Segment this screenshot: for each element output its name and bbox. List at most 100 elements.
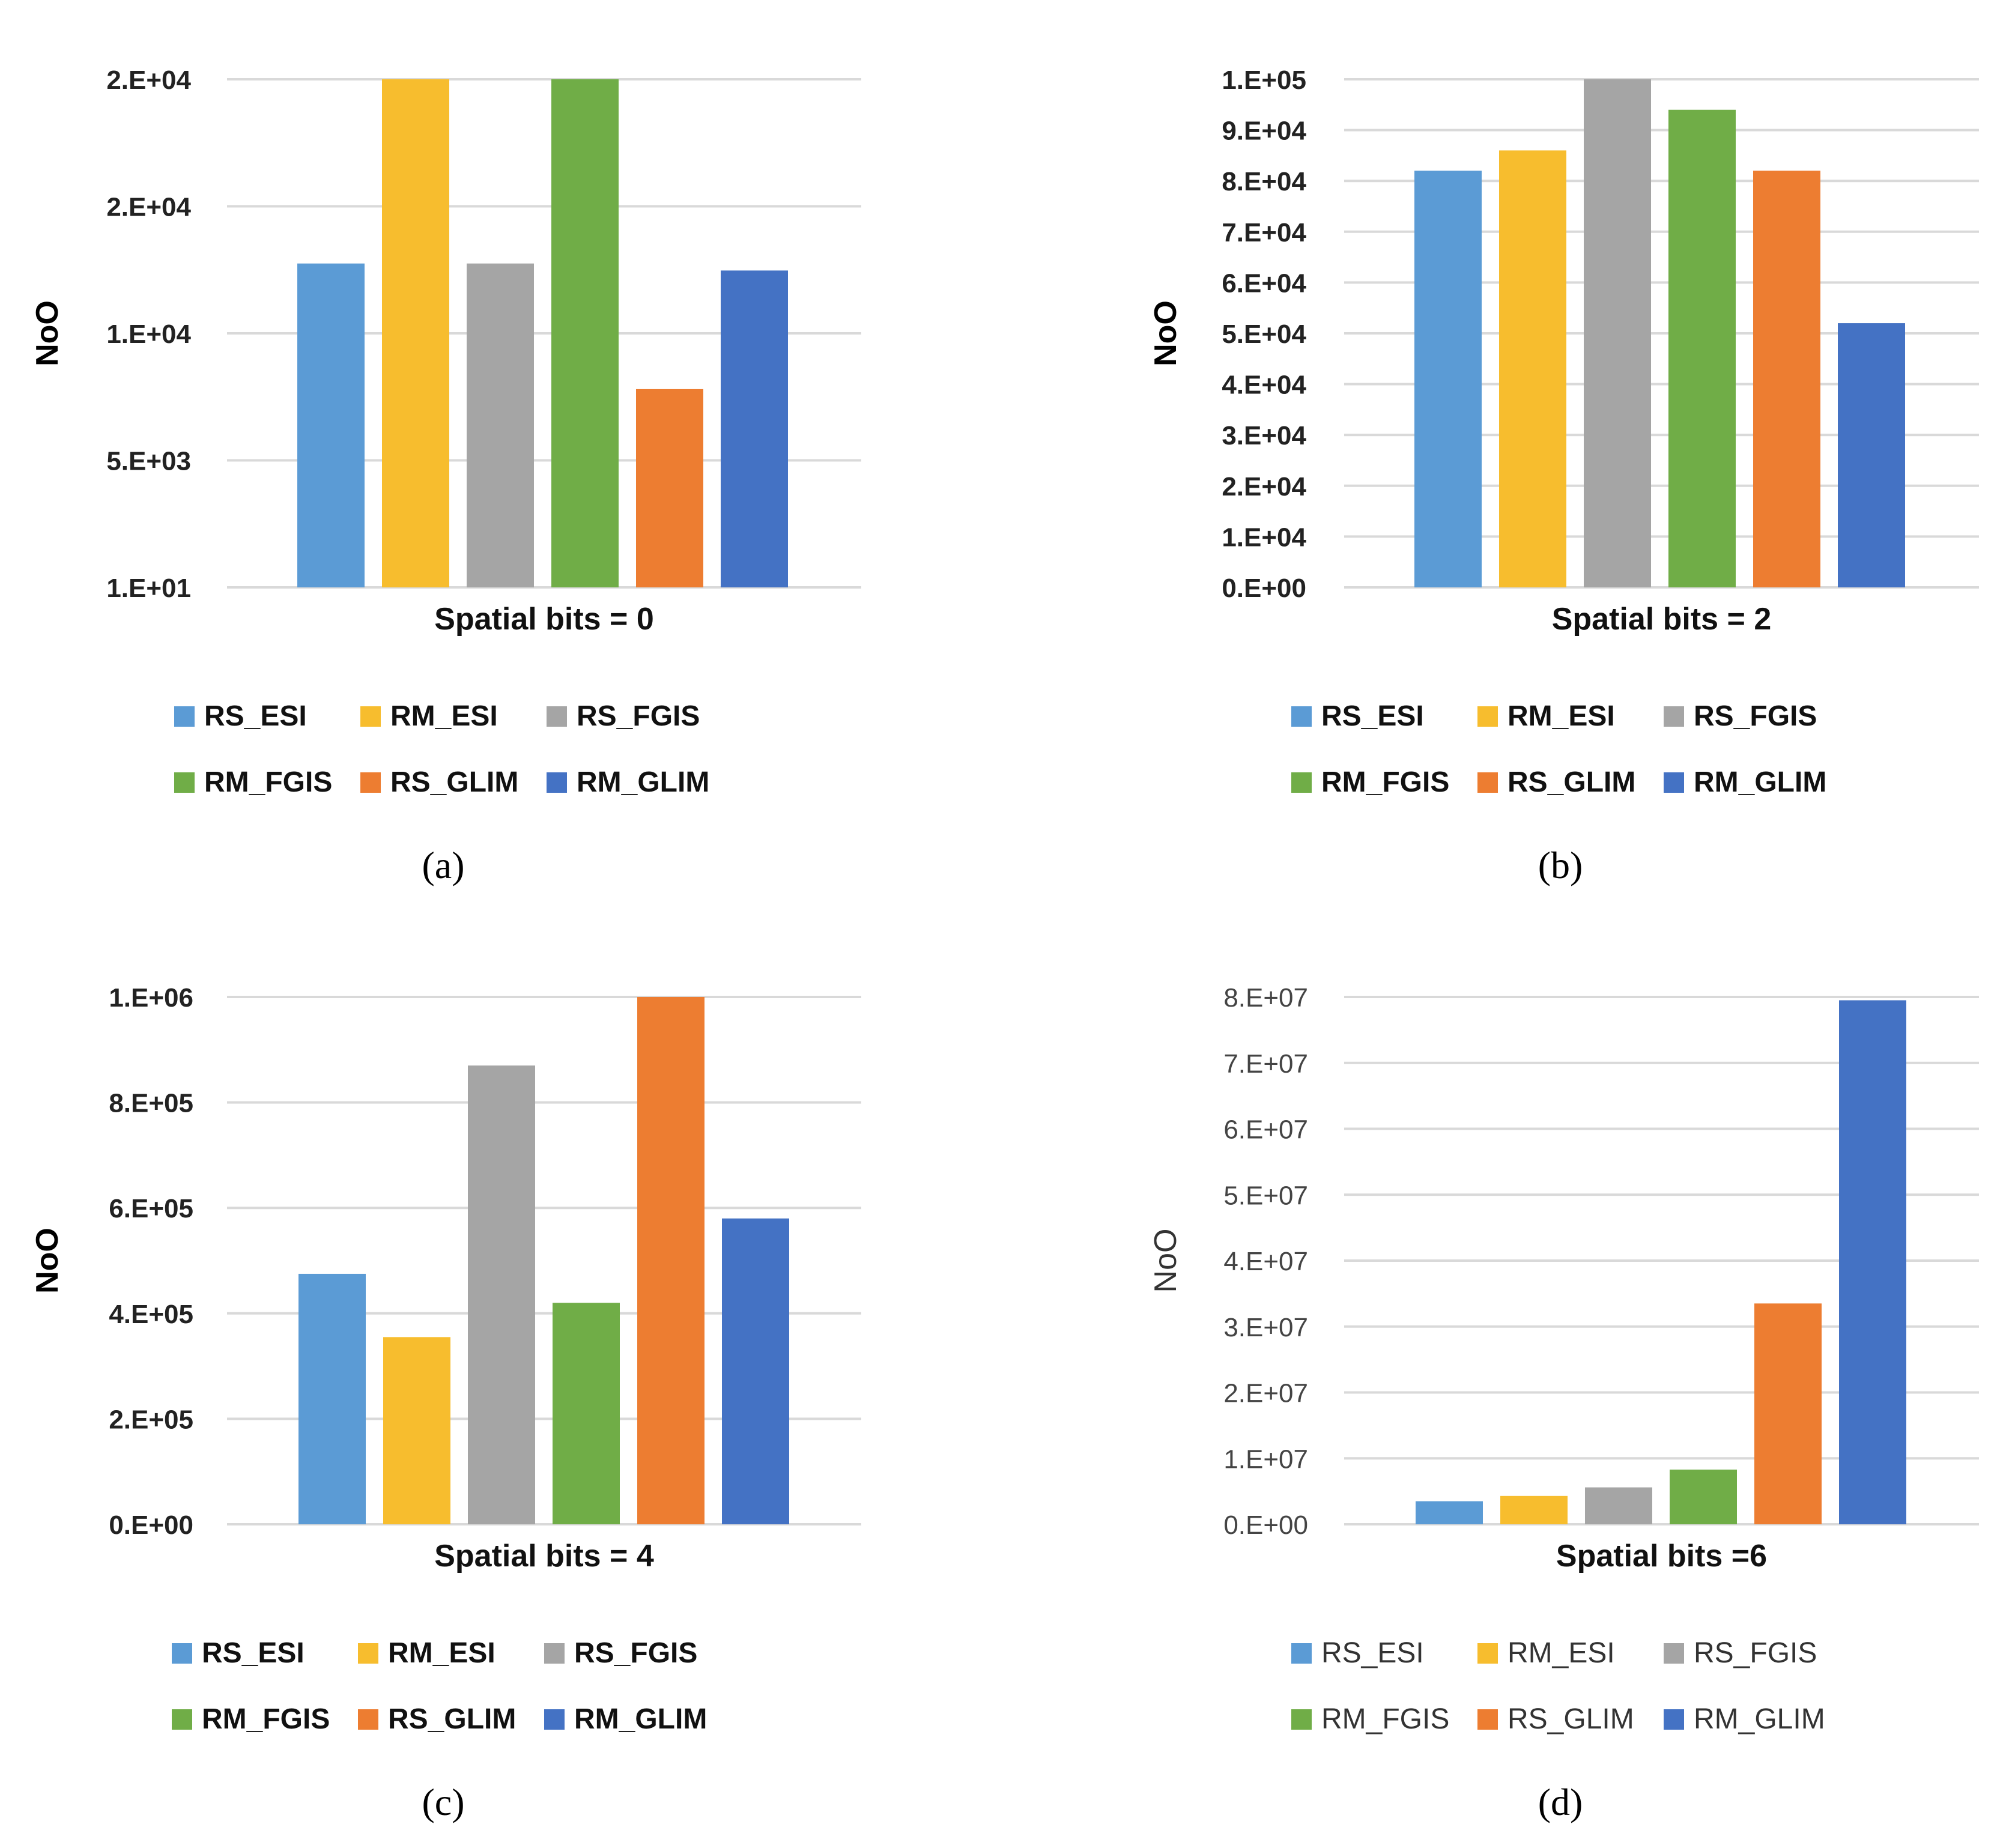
legend-swatch (174, 772, 195, 793)
y-tick-label: 0.E+00 (109, 1510, 193, 1540)
y-axis-label: NoO (30, 1228, 65, 1294)
panel-a: 1.E+01 5.E+03 1.E+04 2.E+04 2.E+04 NoO Spatial… (30, 65, 861, 886)
panel-caption: (c) (422, 1781, 464, 1823)
legend-swatch (1664, 1643, 1684, 1664)
legend-swatch (1291, 772, 1312, 793)
bar-rm-fgis (551, 79, 619, 587)
x-axis-label: Spatial bits = 4 (434, 1539, 654, 1574)
legend-label: RM_ESI (1507, 700, 1615, 732)
bar-rm-esi (1499, 150, 1566, 587)
x-axis-label: Spatial bits = 2 (1552, 602, 1772, 637)
bar-rs-fgis (1585, 1487, 1652, 1524)
legend-label: RM_GLIM (1694, 1703, 1825, 1735)
y-tick-label: 5.E+04 (1222, 320, 1306, 349)
y-tick-label: 1.E+01 (106, 574, 191, 603)
bar-rs-fgis (1584, 79, 1651, 587)
legend-swatch (1664, 1709, 1684, 1730)
legend-swatch (172, 1709, 192, 1730)
legend-label: RS_GLIM (390, 766, 518, 798)
legend-label: RS_GLIM (1507, 766, 1635, 798)
bar-rm-esi (383, 1337, 450, 1524)
legend-swatch (544, 1643, 565, 1664)
bar-rs-glim (1754, 1303, 1822, 1524)
legend-label: RS_ESI (1321, 1637, 1424, 1669)
legend-swatch (1291, 706, 1312, 727)
y-tick-label: 0.E+00 (1223, 1510, 1308, 1540)
y-tick-label: 6.E+07 (1223, 1115, 1308, 1145)
legend-swatch (1477, 772, 1498, 793)
bar-rm-fgis (1670, 1469, 1737, 1524)
legend-swatch (547, 772, 567, 793)
legend-swatch (1291, 1709, 1312, 1730)
bar-rm-glim (1838, 323, 1905, 587)
legend-swatch (360, 772, 381, 793)
y-tick-label: 9.E+04 (1222, 117, 1306, 146)
legend-swatch (174, 706, 195, 727)
legend-label: RM_GLIM (1694, 766, 1826, 798)
legend-swatch (360, 706, 381, 727)
y-tick-label: 0.E+00 (1222, 574, 1306, 603)
y-tick-label: 5.E+03 (106, 447, 191, 476)
panel-c: 0.E+00 2.E+05 4.E+05 6.E+05 8.E+05 1.E+06 NoO S… (30, 983, 861, 1823)
legend-swatch (172, 1643, 192, 1664)
y-tick-label: 2.E+04 (106, 65, 191, 95)
legend-swatch (1291, 1643, 1312, 1664)
legend-label: RM_FGIS (1321, 766, 1449, 798)
y-axis-label: NoO (1148, 1229, 1183, 1293)
y-tick-label: 8.E+05 (109, 1089, 193, 1118)
bar-rs-glim (636, 389, 703, 587)
bar-rm-glim (721, 270, 788, 587)
x-axis-label: Spatial bits =6 (1556, 1539, 1767, 1574)
bar-rs-glim (637, 997, 704, 1524)
legend-label: RS_GLIM (1507, 1703, 1634, 1735)
y-tick-label: 1.E+04 (1222, 523, 1306, 552)
legend-label: RM_FGIS (202, 1703, 330, 1735)
y-tick-label: 6.E+05 (109, 1194, 193, 1223)
bar-rs-esi (298, 1273, 366, 1524)
y-axis-label: NoO (1148, 300, 1183, 366)
y-tick-label: 2.E+05 (109, 1405, 193, 1434)
y-tick-label: 7.E+07 (1223, 1049, 1308, 1079)
legend-label: RS_GLIM (388, 1703, 516, 1735)
bar-rs-fgis (468, 1065, 535, 1524)
legend-swatch (1477, 1709, 1498, 1730)
y-tick-label: 1.E+07 (1223, 1444, 1308, 1474)
legend-swatch (1664, 706, 1684, 727)
legend-label: RM_FGIS (204, 766, 332, 798)
y-tick-label: 4.E+07 (1223, 1247, 1308, 1276)
y-tick-label: 2.E+04 (106, 193, 191, 222)
panel-caption: (b) (1538, 844, 1583, 886)
legend-label: RS_ESI (1321, 700, 1424, 732)
legend-label: RM_ESI (390, 700, 498, 732)
y-tick-label: 6.E+04 (1222, 268, 1306, 298)
legend-label: RS_ESI (202, 1637, 305, 1669)
y-axis-label: NoO (30, 300, 65, 366)
legend-swatch (358, 1709, 378, 1730)
legend-label: RM_FGIS (1321, 1703, 1449, 1735)
legend-swatch (544, 1709, 565, 1730)
bar-rs-esi (1416, 1501, 1483, 1524)
y-tick-label: 8.E+04 (1222, 167, 1306, 196)
legend-label: RM_ESI (1507, 1637, 1615, 1669)
bar-rm-fgis (553, 1303, 620, 1524)
legend-label: RS_FGIS (577, 700, 700, 732)
panel-d: 0.E+00 1.E+07 2.E+07 3.E+07 4.E+07 5.E+07 6.E+… (1148, 983, 1979, 1823)
bar-rs-fgis (467, 263, 534, 587)
y-tick-label: 1.E+05 (1222, 65, 1306, 95)
y-tick-label: 4.E+05 (109, 1300, 193, 1329)
panel-b: 0.E+00 1.E+04 2.E+04 3.E+04 4.E+04 5.E+04 6.E+… (1148, 65, 1979, 886)
y-tick-label: 1.E+06 (109, 983, 193, 1013)
legend-swatch (547, 706, 567, 727)
y-tick-label: 1.E+04 (106, 320, 191, 349)
y-tick-label: 3.E+07 (1223, 1313, 1308, 1342)
legend-label: RS_ESI (204, 700, 307, 732)
y-tick-label: 7.E+04 (1222, 218, 1306, 247)
panel-caption: (a) (422, 844, 464, 886)
legend-label: RS_FGIS (1694, 700, 1817, 732)
y-tick-label: 2.E+04 (1222, 472, 1306, 501)
legend-label: RS_FGIS (574, 1637, 697, 1669)
bar-rm-esi (382, 79, 449, 587)
legend-swatch (1477, 706, 1498, 727)
legend-swatch (358, 1643, 378, 1664)
legend-swatch (1477, 1643, 1498, 1664)
